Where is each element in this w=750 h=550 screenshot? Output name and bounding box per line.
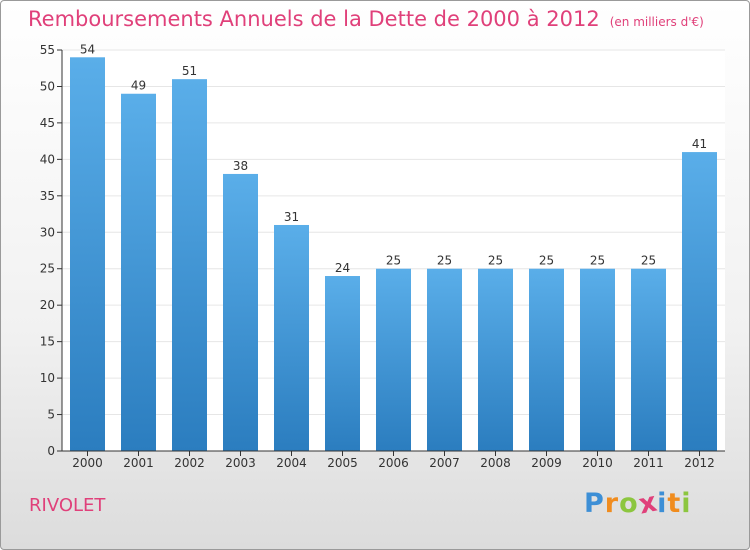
x-tick-label: 2010 (582, 456, 613, 470)
title-row: Remboursements Annuels de la Dette de 20… (28, 7, 704, 31)
bar-value-label: 38 (233, 159, 248, 173)
chart-unit-label: (en milliers d'€) (609, 15, 704, 29)
y-tick-label: 45 (40, 116, 55, 130)
bar-value-label: 31 (284, 210, 299, 224)
y-tick-label: 5 (47, 408, 55, 422)
labels: 0 5 10 15 20 25 30 35 40 45 50 55 54 2000 49 2001 51 2002… (40, 42, 715, 470)
logo-letter: i (681, 488, 692, 519)
bar-2007 (427, 268, 462, 451)
x-tick-label: 2006 (378, 456, 409, 470)
bar-value-label: 25 (437, 254, 452, 268)
logo-letter: r (604, 488, 620, 519)
bar-value-label: 25 (590, 254, 605, 268)
y-tick-label: 40 (40, 152, 55, 166)
bar-value-label: 41 (692, 137, 707, 151)
x-tick-label: 2000 (72, 456, 103, 470)
bars (70, 57, 717, 452)
bar-2009 (529, 268, 564, 451)
x-tick-label: 2001 (123, 456, 154, 470)
y-tick-label: 30 (40, 225, 55, 239)
bar-2002 (172, 79, 207, 451)
bar-value-label: 25 (641, 254, 656, 268)
bar-2006 (376, 268, 411, 451)
y-tick-label: 0 (47, 444, 55, 458)
logo-letter: P (584, 488, 605, 519)
logo-letter: i (657, 488, 668, 519)
x-tick-label: 2002 (174, 456, 205, 470)
y-tick-label: 10 (40, 371, 55, 385)
x-tick-label: 2008 (480, 456, 511, 470)
x-tick-label: 2012 (684, 456, 715, 470)
bar-value-label: 24 (335, 261, 350, 275)
bar-value-label: 25 (386, 254, 401, 268)
logo-letter: o (619, 488, 639, 519)
x-tick-label: 2004 (276, 456, 307, 470)
x-tick-label: 2003 (225, 456, 256, 470)
x-tick-label: 2005 (327, 456, 358, 470)
chart-title: Remboursements Annuels de la Dette de 20… (28, 7, 600, 31)
bar-2011 (631, 268, 666, 451)
bar-2010 (580, 268, 615, 451)
x-tick-label: 2009 (531, 456, 562, 470)
commune-name: RIVOLET (29, 495, 106, 516)
bar-value-label: 51 (182, 64, 197, 78)
y-tick-label: 20 (40, 298, 55, 312)
y-tick-label: 35 (40, 189, 55, 203)
bar-2000 (70, 57, 105, 452)
logo-letter: t (667, 488, 682, 519)
bar-2001 (121, 93, 156, 451)
bar-value-label: 54 (80, 42, 95, 56)
bar-value-label: 25 (539, 254, 554, 268)
y-tick-label: 50 (40, 79, 55, 93)
bar-2003 (223, 173, 258, 452)
bar-2005 (325, 276, 360, 451)
y-tick-label: 15 (40, 335, 55, 349)
x-tick-label: 2011 (633, 456, 664, 470)
x-tick-label: 2007 (429, 456, 460, 470)
axes (57, 49, 725, 456)
bar-2004 (274, 224, 309, 451)
bar-value-label: 49 (131, 79, 146, 93)
proxiti-logo: Proxiti (584, 486, 692, 520)
y-tick-label: 25 (40, 262, 55, 276)
bar-2012 (682, 152, 717, 451)
bar-value-label: 25 (488, 254, 503, 268)
y-tick-label: 55 (40, 43, 55, 57)
bar-2008 (478, 268, 513, 451)
